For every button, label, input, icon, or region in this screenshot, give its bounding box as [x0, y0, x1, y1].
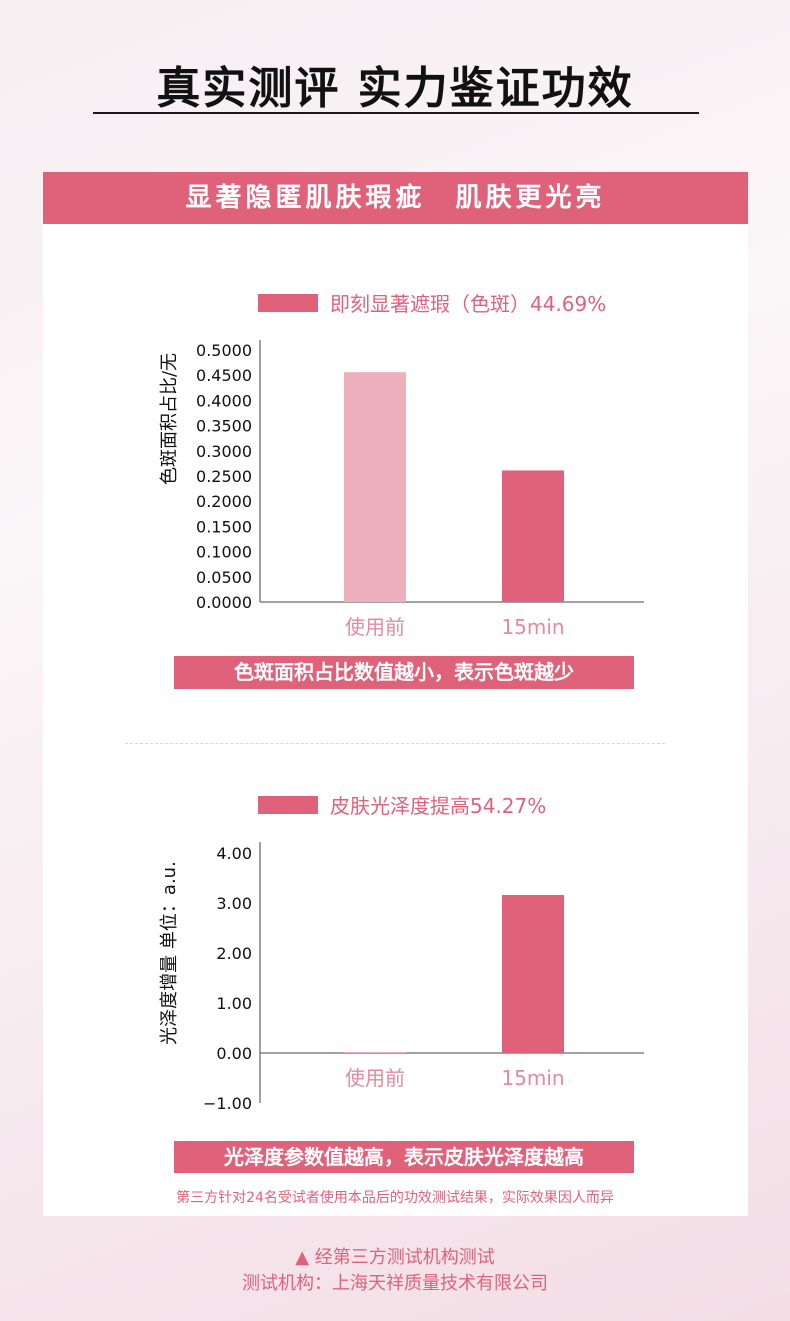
chart2-legend-swatch: [258, 795, 318, 814]
chart1-y-tick-label: 0.1500: [196, 517, 252, 536]
chart2-category-label: 15min: [501, 1066, 564, 1090]
chart1-y-tick-label: 0.4000: [196, 391, 252, 410]
chart2-category-label: 使用前: [345, 1066, 405, 1090]
chart1-bar-after: [502, 470, 564, 602]
test-org-line2: 测试机构：上海天祥质量技术有限公司: [242, 1273, 548, 1294]
chart2-bar-after: [502, 895, 564, 1053]
chart2-bar-before: [344, 1052, 406, 1053]
chart1-y-tick-label: 0.0500: [196, 568, 252, 587]
chart2-y-tick-label: −1.00: [203, 1094, 252, 1113]
section-divider: [125, 743, 665, 744]
chart2-y-tick-label: 4.00: [216, 844, 252, 863]
chart2-y-tick-label: 1.00: [216, 994, 252, 1013]
chart1-y-tick-label: 0.1000: [196, 543, 252, 562]
chart1-legend-label: 即刻显著遮瑕（色斑）44.69%: [330, 292, 607, 316]
chart2-y-tick-label: 2.00: [216, 944, 252, 963]
footnote: 第三方针对24名受试者使用本品后的功效测试结果，实际效果因人而异: [176, 1190, 614, 1206]
chart2-y-tick-label: 3.00: [216, 894, 252, 913]
chart1-svg: 0.5000 0.4500 0.4000 0.3500 0.3000 0.2500 0.20…: [196, 340, 644, 639]
chart1-category-label: 使用前: [345, 615, 405, 639]
chart1-legend: 即刻显著遮瑕（色斑）44.69%: [258, 288, 606, 317]
chart1-caption: 色斑面积占比数值越小，表示色斑越少: [174, 656, 634, 689]
chart2-y-tick-label: 0.00: [216, 1044, 252, 1063]
chart1-y-tick-label: 0.3500: [196, 417, 252, 436]
page-title: 真实测评 实力鉴证功效: [156, 63, 634, 114]
chart1-y-tick-label: 0.3000: [196, 442, 252, 461]
chart1-y-tick-label: 0.5000: [196, 341, 252, 360]
chart2-legend: 皮肤光泽度提高54.27%: [258, 790, 546, 819]
chart2-legend-label: 皮肤光泽度提高54.27%: [330, 794, 547, 818]
chart1-y-tick-label: 0.2000: [196, 492, 252, 511]
test-org-line1: ▲ 经第三方测试机构测试: [295, 1247, 495, 1268]
chart2-svg: 4.00 3.00 2.00 1.00 0.00 −1.00 使用前 15min: [203, 842, 644, 1113]
section-banner: 显著隐匿肌肤瑕疵 肌肤更光亮: [43, 172, 748, 224]
chart1-y-tick-label: 0.4500: [196, 366, 252, 385]
title-underline: [93, 112, 699, 114]
chart1-bar-before: [344, 372, 406, 602]
chart2-caption: 光泽度参数值越高，表示皮肤光泽度越高: [174, 1141, 634, 1173]
chart1-category-label: 15min: [501, 615, 564, 639]
chart1-legend-swatch: [258, 293, 318, 312]
chart1-y-tick-label: 0.2500: [196, 467, 252, 486]
chart1-y-tick-label: 0.0000: [196, 593, 252, 612]
